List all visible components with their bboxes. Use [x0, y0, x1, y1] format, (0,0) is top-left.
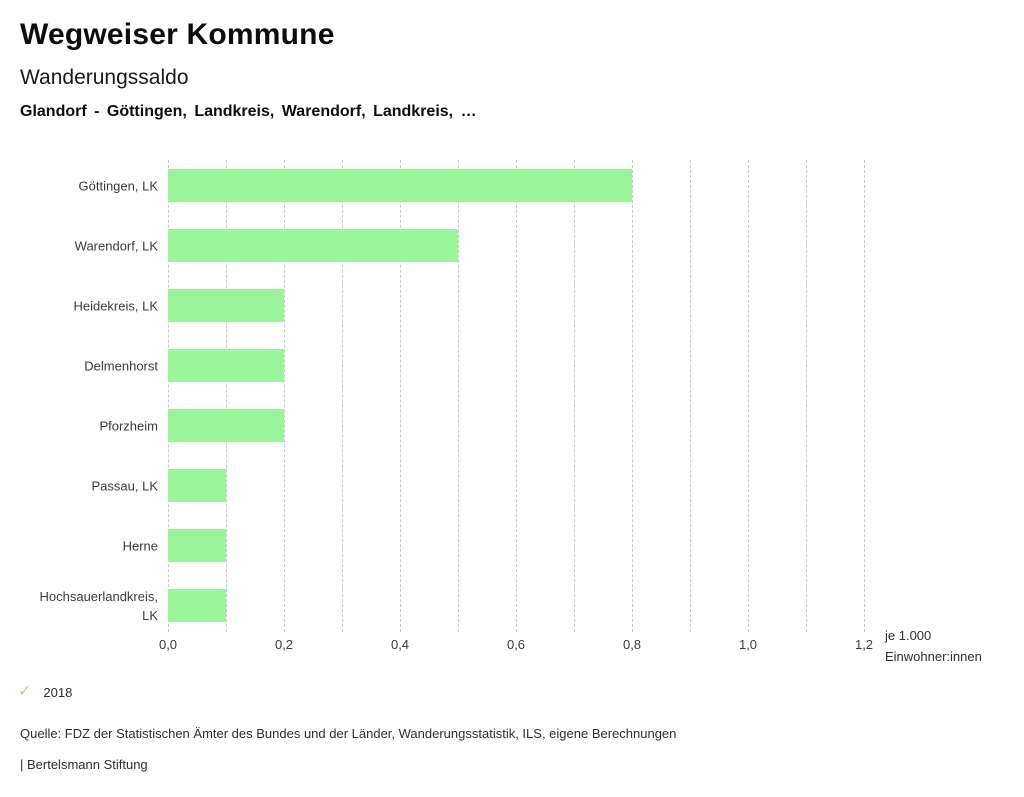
chart-selection-subtitle: Glandorf - Göttingen, Landkreis, Warendo… [20, 103, 477, 120]
category-label: Delmenhorst [84, 358, 158, 373]
legend-year-label: 2018 [43, 684, 73, 700]
gridline [806, 160, 807, 632]
bar-Pforzheim[interactable] [168, 409, 284, 442]
x-tick-label: 0,0 [158, 637, 178, 652]
gridline [690, 160, 691, 632]
x-tick-label: 0,2 [274, 637, 294, 652]
bar-Passau, LK[interactable] [168, 469, 226, 502]
page-title: Wegweiser Kommune [20, 18, 335, 51]
attribution-line: | Bertelsmann Stiftung [20, 757, 148, 772]
gridline [864, 160, 865, 632]
category-label: Herne [122, 538, 158, 553]
category-label: Pforzheim [99, 418, 158, 433]
gridline [284, 160, 285, 632]
legend-item-2018[interactable]: ✓ 2018 [18, 684, 72, 700]
category-label: Passau, LK [91, 478, 159, 493]
bar-Heidekreis, LK[interactable] [168, 289, 284, 322]
bar-Warendorf, LK[interactable] [168, 229, 458, 262]
x-tick-label: 0,4 [390, 637, 410, 652]
chart-title: Wanderungssaldo [20, 66, 189, 89]
gridline [632, 160, 633, 632]
bar-chart: Göttingen, LK Warendorf, LK Heidekreis, LK… [39, 160, 982, 667]
gridline [574, 160, 575, 632]
axis-unit-label: je 1.000 Einwohner:innen [885, 625, 982, 667]
x-tick-label: 0,6 [506, 637, 526, 652]
gridline [458, 160, 459, 632]
category-label: Heidekreis, LK [73, 298, 158, 313]
bar-Hochsauerlandkreis, LK[interactable] [168, 589, 226, 622]
bar-Herne[interactable] [168, 529, 226, 562]
gridline [342, 160, 343, 632]
x-tick-label: 0,8 [622, 637, 642, 652]
source-line: Quelle: FDZ der Statistischen Ämter des … [20, 726, 677, 741]
axis-unit-line-1: je 1.000 [885, 628, 932, 643]
category-label: Göttingen, LK [78, 178, 159, 193]
check-icon: ✓ [18, 683, 32, 700]
gridline [516, 160, 517, 632]
gridline [748, 160, 749, 632]
axis-unit-line-2: Einwohner:innen [885, 649, 982, 664]
category-label: Warendorf, LK [74, 238, 158, 253]
x-tick-label: 1,0 [738, 637, 758, 652]
gridline [400, 160, 401, 632]
category-label: Hochsauerlandkreis, LK [39, 588, 158, 623]
gridline [168, 160, 169, 632]
bar-Delmenhorst[interactable] [168, 349, 284, 382]
x-tick-label: 1,2 [854, 637, 874, 652]
gridline [226, 160, 227, 632]
bar-Göttingen, LK[interactable] [168, 169, 632, 202]
